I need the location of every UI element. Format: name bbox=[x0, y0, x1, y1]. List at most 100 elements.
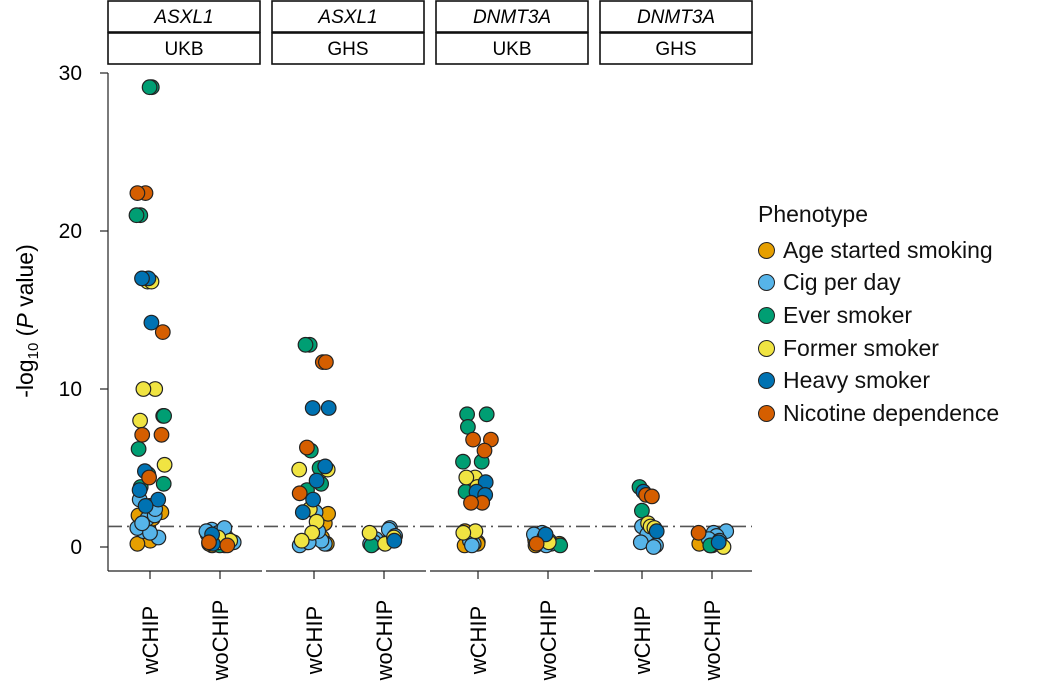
x-tick-label: woCHIP bbox=[536, 600, 561, 682]
legend-label: Ever smoker bbox=[783, 301, 913, 328]
data-point bbox=[320, 400, 337, 416]
data-point bbox=[299, 439, 315, 456]
legend-title: Phenotype bbox=[758, 201, 868, 227]
data-point bbox=[458, 469, 475, 486]
legend-label: Cig per day bbox=[783, 269, 901, 296]
strip-cohort-label: UKB bbox=[164, 39, 203, 60]
legend-label: Nicotine dependence bbox=[783, 399, 1000, 426]
data-point bbox=[690, 524, 707, 541]
data-point bbox=[141, 469, 158, 486]
legend-swatch bbox=[758, 306, 775, 324]
strip-box-cohort bbox=[107, 32, 261, 65]
x-tick-label: woCHIP bbox=[700, 600, 725, 682]
y-tick-label: 0 bbox=[70, 536, 82, 559]
strip-box-gene bbox=[599, 0, 753, 33]
data-point bbox=[648, 523, 665, 540]
strip-gene-label: DNMT3A bbox=[637, 7, 715, 28]
data-point bbox=[634, 502, 650, 519]
strip-box-gene bbox=[271, 0, 425, 33]
data-point bbox=[528, 535, 545, 552]
legend: Phenotype Age started smoking Cig per day… bbox=[758, 200, 999, 430]
x-tick-label: woCHIP bbox=[372, 600, 397, 682]
data-point bbox=[134, 426, 151, 443]
data-point bbox=[478, 406, 495, 423]
data-point bbox=[294, 504, 311, 521]
legend-swatch bbox=[758, 404, 775, 422]
x-tick-label: wCHIP bbox=[466, 606, 491, 675]
data-point bbox=[141, 79, 158, 96]
data-point bbox=[150, 491, 167, 508]
data-point bbox=[134, 270, 150, 287]
data-point bbox=[129, 185, 146, 202]
data-point bbox=[297, 336, 314, 353]
legend-label: Age started smoking bbox=[783, 236, 993, 263]
x-tick-label: wCHIP bbox=[630, 606, 655, 675]
strip-box-gene bbox=[107, 0, 261, 33]
strip-box-cohort bbox=[271, 32, 425, 65]
data-point bbox=[317, 458, 334, 475]
strip-cohort-label: GHS bbox=[655, 39, 696, 60]
data-point bbox=[645, 539, 662, 555]
data-point bbox=[464, 537, 480, 554]
data-point bbox=[219, 537, 236, 554]
data-point bbox=[135, 381, 152, 397]
strip-gene-label: ASXL1 bbox=[317, 7, 377, 28]
data-point bbox=[305, 491, 322, 508]
y-tick-label: 20 bbox=[59, 220, 82, 243]
legend-item: Heavy smoker bbox=[758, 364, 999, 397]
data-point bbox=[293, 532, 310, 549]
data-point bbox=[318, 354, 334, 371]
legend-item: Cig per day bbox=[758, 267, 999, 300]
strip-box-cohort bbox=[435, 32, 589, 65]
data-point bbox=[455, 453, 471, 470]
x-tick-label: wCHIP bbox=[138, 606, 163, 675]
legend-label: Former smoker bbox=[783, 334, 939, 361]
legend-item: Former smoker bbox=[758, 332, 999, 365]
strip-box-gene bbox=[435, 0, 589, 33]
x-tick-label: wCHIP bbox=[302, 606, 327, 675]
data-point bbox=[129, 535, 146, 552]
data-point bbox=[291, 485, 308, 502]
x-tick-label: woCHIP bbox=[208, 600, 233, 682]
data-point bbox=[308, 472, 325, 489]
strip-gene-label: ASXL1 bbox=[153, 7, 213, 28]
data-point bbox=[131, 482, 148, 499]
data-point bbox=[476, 442, 493, 459]
data-point bbox=[304, 524, 321, 541]
data-point bbox=[455, 524, 472, 541]
y-tick-label: 10 bbox=[59, 378, 82, 401]
strip-box-cohort bbox=[599, 32, 753, 65]
data-point bbox=[463, 494, 479, 511]
legend-item: Nicotine dependence bbox=[758, 397, 999, 430]
data-point bbox=[134, 515, 151, 532]
data-point bbox=[386, 532, 403, 549]
legend-swatch bbox=[758, 372, 775, 390]
data-point bbox=[361, 524, 378, 541]
legend-item: Ever smoker bbox=[758, 299, 999, 332]
legend-item: Age started smoking bbox=[758, 234, 999, 267]
legend-swatch bbox=[758, 339, 775, 357]
legend-label: Heavy smoker bbox=[783, 367, 930, 394]
strip-gene-label: DNMT3A bbox=[473, 7, 551, 28]
data-point bbox=[710, 534, 727, 551]
strip-cohort-label: GHS bbox=[327, 39, 368, 60]
data-point bbox=[644, 488, 660, 505]
legend-swatch bbox=[758, 241, 775, 259]
data-point bbox=[154, 324, 171, 341]
data-point bbox=[465, 431, 482, 448]
data-point bbox=[143, 314, 160, 331]
data-point bbox=[137, 498, 154, 514]
data-point bbox=[156, 408, 173, 424]
legend-swatch bbox=[758, 274, 775, 292]
data-point bbox=[291, 461, 308, 478]
data-point bbox=[132, 412, 149, 429]
data-point bbox=[153, 426, 170, 443]
y-tick-label: 30 bbox=[59, 62, 82, 85]
data-point bbox=[201, 534, 217, 551]
y-axis-title: -log10 (P value) bbox=[12, 244, 42, 398]
data-point bbox=[128, 207, 145, 224]
data-point bbox=[156, 456, 173, 473]
strip-cohort-label: UKB bbox=[492, 39, 531, 60]
data-point bbox=[304, 400, 321, 416]
